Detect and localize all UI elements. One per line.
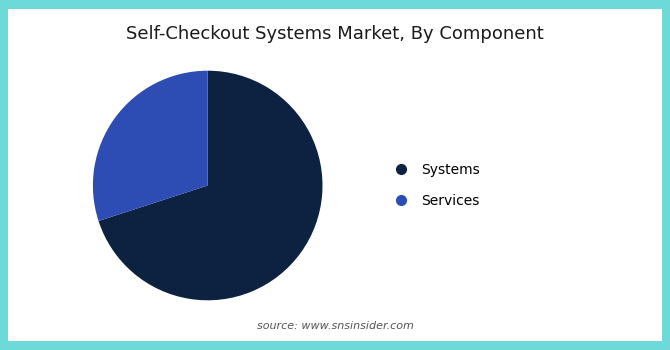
Wedge shape (98, 71, 322, 300)
Wedge shape (93, 71, 208, 221)
Legend: Systems, Services: Systems, Services (381, 158, 486, 214)
Text: source: www.snsinsider.com: source: www.snsinsider.com (257, 321, 413, 331)
Text: Self-Checkout Systems Market, By Component: Self-Checkout Systems Market, By Compone… (126, 26, 544, 43)
